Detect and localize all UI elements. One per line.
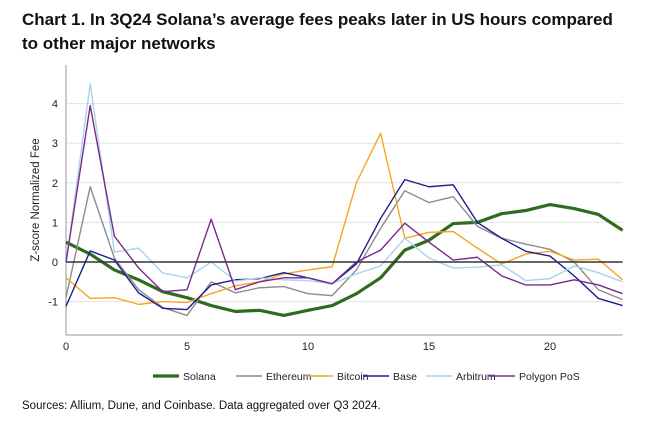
y-tick-label: 4 [52, 99, 58, 111]
legend-label: Polygon PoS [519, 371, 580, 383]
y-axis-label: Z-score Normalized Fee [30, 138, 42, 261]
legend-label: Solana [183, 371, 216, 383]
chart-title: Chart 1. In 3Q24 Solana’s average fees p… [22, 10, 613, 53]
x-tick-label: 0 [63, 341, 69, 353]
series-line-solana [65, 202, 624, 318]
source-note: Sources: Allium, Dune, and Coinbase. Dat… [22, 400, 381, 412]
series-line-bitcoin [65, 132, 624, 306]
x-tick-label: 10 [302, 341, 314, 353]
x-tick-label: 5 [184, 341, 190, 353]
line-chart: -1 0 1 2 3 4 0 5 10 15 20 Z-score Normalized Fee Sol… [30, 65, 624, 383]
y-tick-label: 1 [52, 217, 58, 229]
legend-label: Ethereum [266, 371, 312, 383]
series-line-ethereum [65, 186, 623, 317]
series-line-polygon-pos [65, 104, 623, 295]
series-line-base [65, 178, 623, 311]
legend-label: Bitcoin [337, 371, 369, 383]
x-tick-label: 15 [423, 341, 435, 353]
legend-label: Arbitrum [456, 371, 496, 383]
y-tick-label: -1 [48, 297, 58, 309]
legend-label: Base [393, 371, 417, 383]
x-tick-label: 20 [544, 341, 556, 353]
y-tick-label: 2 [52, 178, 58, 190]
y-tick-label: 3 [52, 138, 58, 150]
y-tick-label: 0 [52, 257, 58, 269]
series-line-arbitrum [65, 83, 623, 285]
